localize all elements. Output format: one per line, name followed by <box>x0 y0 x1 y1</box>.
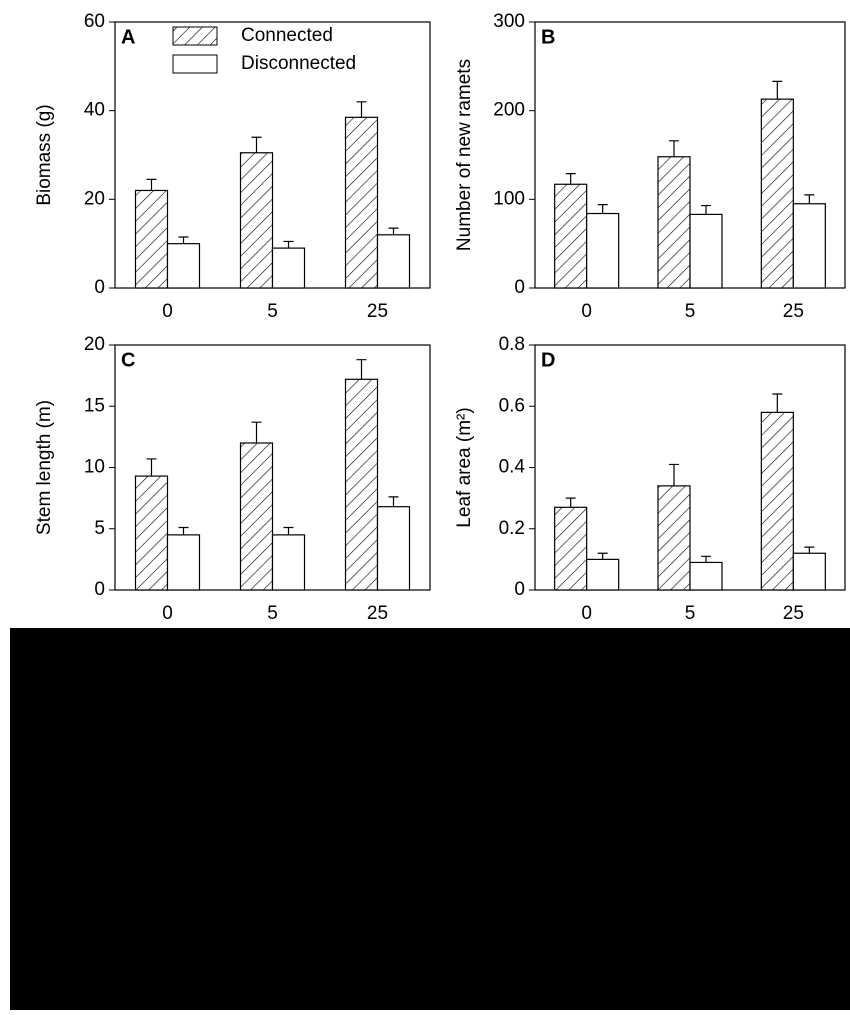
y-tick-label: 0 <box>514 579 525 600</box>
y-axis-title: Leaf area (m²) <box>454 407 475 527</box>
bar <box>136 476 168 590</box>
chart: 0 20 40 60 Biomass (g) A 0 5 25 Connected Disconne… <box>0 0 850 1015</box>
bar <box>690 562 722 590</box>
bar <box>241 153 273 288</box>
y-axis-title: Number of new ramets <box>454 59 475 251</box>
y-tick-label: 300 <box>493 11 525 32</box>
bar <box>587 559 619 590</box>
bar <box>761 412 793 590</box>
bar <box>346 379 378 590</box>
legend-label: Disconnected <box>241 53 356 74</box>
y-tick-label: 0 <box>514 277 525 298</box>
y-tick-label: 0 <box>94 277 105 298</box>
y-tick-label: 10 <box>84 457 105 478</box>
y-tick-label: 20 <box>84 188 105 209</box>
error-bar <box>147 179 157 190</box>
blackout-region <box>10 628 850 1010</box>
y-tick-label: 0.4 <box>499 457 526 478</box>
error-bar <box>252 137 262 153</box>
x-tick-label: 0 <box>581 301 592 322</box>
x-tick-label: 0 <box>581 603 592 624</box>
error-bar <box>669 464 679 485</box>
error-bar <box>566 174 576 185</box>
y-tick-label: 40 <box>84 100 105 121</box>
error-bar <box>566 498 576 507</box>
x-tick-label: 25 <box>783 301 804 322</box>
y-tick-label: 0.2 <box>499 518 525 539</box>
legend-label: Connected <box>241 25 333 46</box>
y-tick-label: 200 <box>493 100 525 121</box>
bar <box>658 157 690 288</box>
error-bar <box>772 81 782 99</box>
y-axis-title: Stem length (m) <box>34 400 55 535</box>
bar <box>378 235 410 288</box>
error-bar <box>598 205 608 214</box>
error-bar <box>701 556 711 562</box>
legend-swatch <box>173 55 217 73</box>
x-tick-label: 5 <box>267 301 278 322</box>
bar <box>793 553 825 590</box>
error-bar <box>284 528 294 535</box>
x-tick-label: 5 <box>685 301 696 322</box>
y-axis-title: Biomass (g) <box>34 104 55 205</box>
error-bar <box>389 497 399 507</box>
x-tick-label: 25 <box>783 603 804 624</box>
error-bar <box>147 459 157 476</box>
error-bar <box>284 241 294 248</box>
error-bar <box>701 206 711 215</box>
y-tick-label: 0 <box>94 579 105 600</box>
x-tick-label: 5 <box>267 603 278 624</box>
error-bar <box>772 394 782 412</box>
bar <box>168 244 200 288</box>
error-bar <box>252 422 262 443</box>
panel-label: D <box>541 349 555 371</box>
bar <box>136 190 168 288</box>
bar <box>690 214 722 288</box>
y-tick-label: 15 <box>84 395 105 416</box>
error-bar <box>804 195 814 204</box>
y-tick-label: 100 <box>493 188 525 209</box>
bar <box>793 204 825 288</box>
error-bar <box>804 547 814 553</box>
bar <box>346 117 378 288</box>
page: 0 20 40 60 Biomass (g) A 0 5 25 Connected Disconne… <box>0 0 850 1015</box>
error-bar <box>389 228 399 235</box>
error-bar <box>179 237 189 244</box>
panel-label: A <box>121 26 135 48</box>
bar <box>273 535 305 590</box>
bar <box>761 99 793 288</box>
bar <box>555 507 587 590</box>
error-bar <box>669 141 679 157</box>
bar <box>273 248 305 288</box>
bar <box>378 507 410 590</box>
x-tick-label: 0 <box>162 301 173 322</box>
bar <box>168 535 200 590</box>
error-bar <box>357 360 367 380</box>
panel-label: C <box>121 349 135 371</box>
y-tick-label: 60 <box>84 11 105 32</box>
y-tick-label: 0.6 <box>499 395 525 416</box>
bar <box>587 214 619 288</box>
x-tick-label: 5 <box>685 603 696 624</box>
y-tick-label: 20 <box>84 334 105 355</box>
error-bar <box>357 102 367 118</box>
x-tick-label: 0 <box>162 603 173 624</box>
x-tick-label: 25 <box>367 603 388 624</box>
bar <box>555 184 587 288</box>
x-tick-label: 25 <box>367 301 388 322</box>
bar <box>658 486 690 590</box>
legend-swatch <box>173 27 217 45</box>
panel-label: B <box>541 26 555 48</box>
y-tick-label: 0.8 <box>499 334 525 355</box>
error-bar <box>598 553 608 559</box>
bar <box>241 443 273 590</box>
error-bar <box>179 528 189 535</box>
y-tick-label: 5 <box>94 518 105 539</box>
